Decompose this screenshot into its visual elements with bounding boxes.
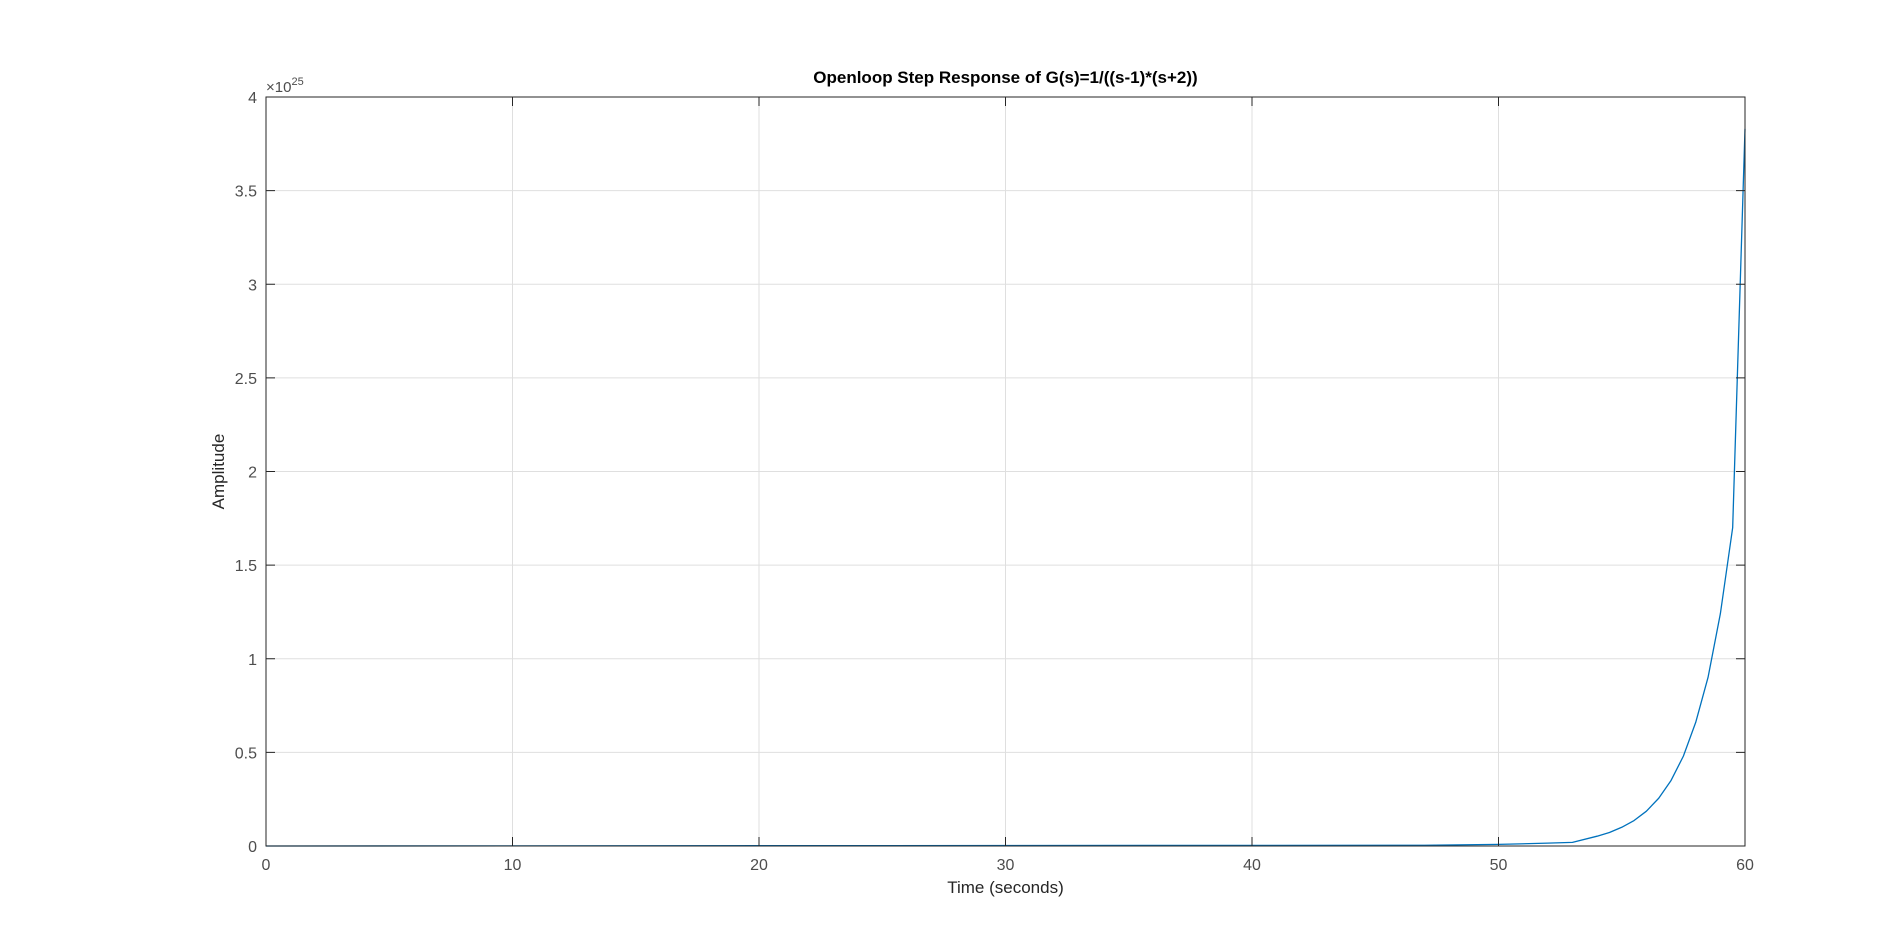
y-axis-ticks: 0 0.5 1 1.5 2 2.5 3 3.5 4: [235, 90, 1745, 856]
x-axis-label: Time (seconds): [947, 878, 1064, 897]
x-tick-label: 40: [1243, 857, 1261, 874]
y-tick-label: 2: [248, 465, 257, 482]
x-axis-ticks: 0 10 20 30 40 50 60: [262, 97, 1754, 874]
y-tick-label: 1.5: [235, 558, 257, 575]
y-tick-label: 3.5: [235, 184, 257, 201]
y-tick-label: 0: [248, 839, 257, 856]
x-tick-label: 50: [1490, 857, 1508, 874]
y-scale-factor-exponent: 25: [291, 76, 303, 88]
y-scale-factor: ×1025: [266, 76, 304, 96]
y-scale-factor-base: ×10: [266, 79, 291, 96]
x-tick-label: 20: [750, 857, 768, 874]
y-tick-label: 0.5: [235, 745, 257, 762]
y-tick-label: 4: [248, 90, 257, 107]
x-tick-label: 0: [262, 857, 271, 874]
x-tick-label: 60: [1736, 857, 1754, 874]
y-tick-label: 1: [248, 652, 257, 669]
x-tick-label: 30: [997, 857, 1015, 874]
chart-title: Openloop Step Response of G(s)=1/((s-1)*…: [813, 68, 1197, 87]
y-tick-label: 3: [248, 277, 257, 294]
series-group: [265, 128, 1746, 847]
y-axis-label: Amplitude: [209, 434, 228, 510]
x-tick-label: 10: [504, 857, 522, 874]
y-tick-label: 2.5: [235, 371, 257, 388]
y-grid: [266, 190, 1745, 753]
series-line-0: [265, 128, 1746, 847]
